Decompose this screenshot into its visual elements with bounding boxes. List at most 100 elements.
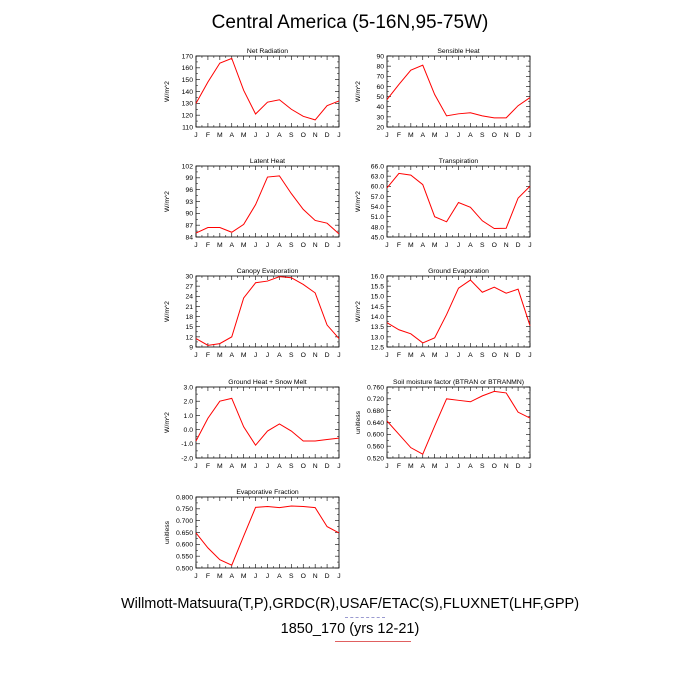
x-tick-label: J [254, 463, 257, 470]
y-axis-label: unitless [164, 520, 171, 544]
x-tick-label: D [516, 242, 521, 249]
x-tick-label: M [432, 463, 438, 470]
x-tick-label: F [397, 352, 401, 359]
y-tick-label: 90 [185, 211, 193, 218]
y-tick-label: 110 [182, 124, 193, 131]
x-tick-label: A [468, 132, 473, 139]
y-tick-label: 50 [376, 94, 384, 101]
x-tick-label: N [504, 132, 509, 139]
y-tick-label: 96 [185, 187, 193, 194]
x-tick-label: J [445, 132, 448, 139]
y-tick-label: 13.5 [371, 324, 384, 331]
y-tick-label: 130 [182, 101, 194, 108]
y-tick-label: 99 [185, 175, 193, 182]
x-tick-label: A [420, 132, 425, 139]
x-tick-label: J [337, 132, 340, 139]
y-axis-label: W/m^2 [164, 412, 171, 433]
series-line [386, 64, 531, 119]
x-tick-label: O [301, 132, 306, 139]
y-tick-label: 0.550 [176, 554, 193, 561]
y-tick-label: -1.0 [181, 441, 193, 448]
y-tick-label: 48.0 [371, 224, 384, 231]
x-tick-label: O [301, 463, 306, 470]
x-tick-label: M [432, 242, 438, 249]
y-axis-label: W/m^2 [164, 301, 171, 322]
y-tick-label: 84 [185, 234, 193, 241]
y-tick-label: 30 [185, 273, 193, 280]
y-tick-label: 0.750 [176, 506, 193, 513]
panel-title: Sensible Heat [437, 48, 479, 55]
x-tick-label: M [432, 352, 438, 359]
x-tick-label: J [194, 573, 197, 580]
panel-title: Ground Evaporation [428, 268, 489, 275]
y-tick-label: 0.720 [367, 396, 384, 403]
x-tick-label: F [397, 463, 401, 470]
y-tick-label: 170 [182, 53, 194, 60]
x-tick-label: M [217, 463, 223, 470]
x-tick-label: S [480, 352, 485, 359]
footer-underline [335, 641, 411, 642]
y-tick-label: 0.560 [367, 444, 384, 451]
y-tick-label: 24 [185, 294, 193, 301]
x-tick-label: A [229, 242, 234, 249]
series-line [195, 505, 340, 566]
x-tick-label: D [325, 573, 330, 580]
x-tick-label: S [480, 242, 485, 249]
x-tick-label: M [241, 573, 247, 580]
x-tick-label: J [266, 242, 269, 249]
y-axis-label: W/m^2 [355, 191, 362, 212]
x-tick-label: A [420, 463, 425, 470]
series-line [386, 172, 531, 230]
x-tick-label: J [457, 242, 460, 249]
x-tick-label: F [206, 573, 210, 580]
y-axis-label: W/m^2 [355, 301, 362, 322]
panel-title: Soil moisture factor (BTRAN or BTRANMN) [393, 379, 524, 386]
x-tick-label: J [254, 352, 257, 359]
x-tick-label: N [313, 573, 318, 580]
x-tick-label: J [337, 573, 340, 580]
y-axis-label: W/m^2 [164, 191, 171, 212]
y-tick-label: 70 [376, 74, 384, 81]
panel-frame [386, 55, 531, 128]
y-tick-label: 12 [185, 334, 193, 341]
x-tick-label: F [397, 242, 401, 249]
x-tick-label: J [457, 132, 460, 139]
series-line [195, 175, 340, 235]
y-tick-label: 30 [376, 114, 384, 121]
x-tick-label: S [480, 132, 485, 139]
x-tick-label: M [241, 352, 247, 359]
x-tick-label: A [277, 463, 282, 470]
y-tick-label: 54.0 [371, 204, 384, 211]
y-tick-label: 0.640 [367, 420, 384, 427]
y-tick-label: 63.0 [371, 174, 384, 181]
x-tick-label: J [337, 352, 340, 359]
x-tick-label: S [289, 242, 294, 249]
x-tick-label: A [277, 242, 282, 249]
series-line [386, 390, 531, 455]
y-tick-label: 18 [185, 314, 193, 321]
x-tick-label: J [528, 242, 531, 249]
x-tick-label: S [480, 463, 485, 470]
x-tick-label: J [194, 242, 197, 249]
x-tick-label: F [206, 242, 210, 249]
x-tick-label: J [337, 242, 340, 249]
x-tick-label: M [432, 132, 438, 139]
y-tick-label: 87 [185, 223, 193, 230]
panel-title: Evaporative Fraction [236, 489, 299, 496]
y-tick-label: 14.0 [371, 314, 384, 321]
x-tick-label: O [492, 463, 497, 470]
series-line [386, 279, 531, 344]
x-tick-label: J [528, 463, 531, 470]
x-tick-label: J [194, 463, 197, 470]
y-tick-label: 21 [185, 304, 193, 311]
x-tick-label: S [289, 352, 294, 359]
x-tick-label: O [301, 352, 306, 359]
y-tick-label: 0.680 [367, 408, 384, 415]
x-tick-label: J [254, 242, 257, 249]
x-tick-label: O [301, 573, 306, 580]
x-tick-label: M [217, 352, 223, 359]
